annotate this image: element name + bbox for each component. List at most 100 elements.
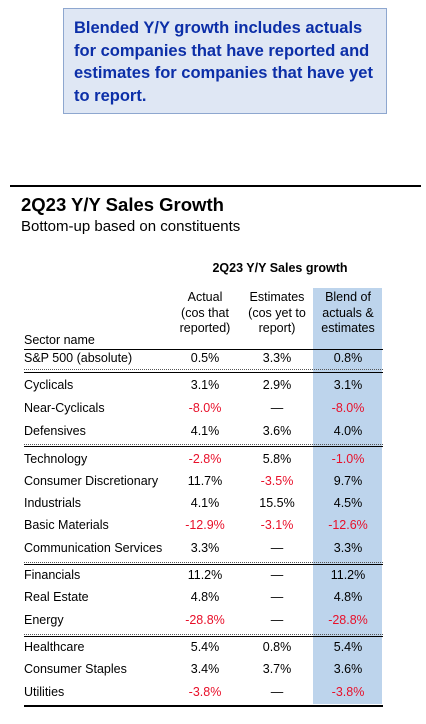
estimates-cell: 5.8% [262,452,292,466]
header-blend-line: estimates [321,321,375,335]
sector-name-cell: S&P 500 (absolute) [24,351,133,365]
sector-name-cell: Real Estate [24,590,89,604]
actual-cell: 4.1% [190,424,220,438]
row-separator [24,636,383,637]
estimates-cell: — [270,568,284,582]
table-row: Energy -28.8% — -28.8% [24,613,384,631]
blend-cell: 3.3% [333,541,363,555]
estimates-cell: -3.5% [260,474,294,488]
blend-cell: 9.7% [333,474,363,488]
header-estimates-line: Estimates [249,290,305,304]
blend-cell: -12.6% [328,518,368,532]
estimates-cell: 3.6% [262,424,292,438]
blend-cell: 3.1% [333,378,363,392]
row-separator [24,705,383,707]
sector-name-cell: Healthcare [24,640,85,654]
estimates-cell: 15.5% [259,496,295,510]
actual-cell: 3.4% [190,662,220,676]
sector-name-cell: Cyclicals [24,378,74,392]
sector-name-cell: Consumer Discretionary [24,474,159,488]
table-row: S&P 500 (absolute) 0.5% 3.3% 0.8% [24,351,384,369]
blend-cell: 4.8% [333,590,363,604]
header-blend: Blend of actuals & estimates [313,290,383,337]
estimates-cell: 3.3% [262,351,292,365]
actual-cell: -12.9% [185,518,225,532]
actual-cell: 0.5% [190,351,220,365]
table-subtitle: Bottom-up based on constituents [21,218,241,235]
actual-cell: 11.2% [187,568,223,582]
table-row: Industrials 4.1% 15.5% 4.5% [24,496,384,514]
actual-cell: -2.8% [188,452,222,466]
estimates-cell: — [270,541,284,555]
blend-cell: 3.6% [333,662,363,676]
row-separator [24,444,383,445]
actual-cell: -3.8% [188,685,222,699]
header-actual-line: Actual [187,290,223,304]
column-group-header: 2Q23 Y/Y Sales growth [212,261,348,275]
table-row: Cyclicals 3.1% 2.9% 3.1% [24,378,384,396]
row-separator [24,369,383,370]
blend-cell: -28.8% [328,613,368,627]
header-blend-line: actuals & [322,305,374,320]
sector-name-cell: Energy [24,613,64,627]
methodology-note-text: Blended Y/Y growth includes actuals for … [74,19,373,105]
header-actual: Actual (cos that reported) [174,290,236,337]
sector-name-cell: Basic Materials [24,518,109,532]
sector-name-cell: Technology [24,452,88,466]
blend-cell: 4.5% [333,496,363,510]
estimates-cell: — [270,401,284,415]
sector-name-cell: Industrials [24,496,81,510]
estimates-cell: — [270,590,284,604]
actual-cell: -8.0% [188,401,222,415]
estimates-cell: 2.9% [262,378,292,392]
table-row: Consumer Discretionary 11.7% -3.5% 9.7% [24,474,384,492]
actual-cell: 3.3% [190,541,220,555]
header-actual-line: reported) [179,321,231,335]
row-separator [24,372,383,373]
sector-name-cell: Communication Services [24,541,163,555]
blend-cell: 4.0% [333,424,363,438]
actual-cell: 4.1% [190,496,220,510]
row-separator [24,634,383,635]
table-row: Defensives 4.1% 3.6% 4.0% [24,424,384,442]
header-estimates-line: (cos yet to [248,305,306,320]
sector-name-cell: Financials [24,568,81,582]
table-row: Utilities -3.8% — -3.8% [24,685,384,703]
table-title: 2Q23 Y/Y Sales Growth [21,194,224,215]
estimates-cell: -3.1% [260,518,294,532]
actual-cell: 3.1% [190,378,220,392]
sector-name-cell: Consumer Staples [24,662,127,676]
row-separator [24,564,383,565]
blend-cell: 5.4% [333,640,363,654]
header-rule [24,349,383,350]
table-row: Financials 11.2% — 11.2% [24,568,384,586]
header-actual-line: (cos that [181,305,229,320]
blend-cell: 11.2% [330,568,366,582]
methodology-note: Blended Y/Y growth includes actuals for … [63,8,387,114]
sector-name-cell: Near-Cyclicals [24,401,105,415]
table-row: Real Estate 4.8% — 4.8% [24,590,384,608]
blend-cell: 0.8% [333,351,363,365]
sector-name-cell: Utilities [24,685,65,699]
table-row: Basic Materials -12.9% -3.1% -12.6% [24,518,384,536]
actual-cell: 5.4% [190,640,220,654]
row-separator [24,446,383,447]
table-row: Consumer Staples 3.4% 3.7% 3.6% [24,662,384,680]
table-row: Near-Cyclicals -8.0% — -8.0% [24,401,384,419]
table-row: Healthcare 5.4% 0.8% 5.4% [24,640,384,658]
header-blend-line: Blend of [325,290,371,304]
sector-name-cell: Defensives [24,424,86,438]
estimates-cell: 0.8% [262,640,292,654]
table-row: Communication Services 3.3% — 3.3% [24,541,384,559]
header-estimates: Estimates (cos yet to report) [240,290,314,337]
estimates-cell: — [270,613,284,627]
row-separator [24,562,383,563]
blend-cell: -8.0% [331,401,365,415]
estimates-cell: 3.7% [262,662,292,676]
blend-cell: -1.0% [331,452,365,466]
header-estimates-line: report) [258,321,296,335]
table-row: Technology -2.8% 5.8% -1.0% [24,452,384,470]
title-rule [10,185,421,187]
actual-cell: 4.8% [190,590,220,604]
actual-cell: -28.8% [185,613,225,627]
